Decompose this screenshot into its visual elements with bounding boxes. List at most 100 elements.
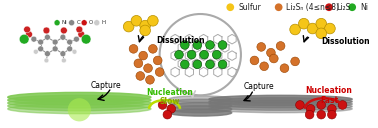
Circle shape	[19, 34, 29, 44]
Circle shape	[155, 68, 164, 76]
Circle shape	[52, 46, 58, 52]
Circle shape	[38, 46, 43, 52]
Circle shape	[129, 45, 138, 53]
Circle shape	[146, 75, 154, 84]
Circle shape	[67, 39, 73, 45]
Text: Fast: Fast	[320, 96, 338, 105]
Text: Slow: Slow	[159, 97, 180, 106]
Ellipse shape	[8, 104, 151, 114]
Circle shape	[31, 36, 37, 42]
Circle shape	[78, 31, 85, 38]
Circle shape	[167, 104, 176, 113]
Circle shape	[68, 98, 91, 121]
Text: Li₂Sₙ (4≤n≤8): Li₂Sₙ (4≤n≤8)	[287, 3, 339, 12]
Circle shape	[147, 15, 158, 26]
Circle shape	[305, 110, 314, 119]
Circle shape	[260, 62, 268, 71]
Circle shape	[193, 41, 202, 49]
Circle shape	[81, 34, 91, 44]
Circle shape	[206, 41, 214, 49]
Circle shape	[94, 20, 100, 26]
Ellipse shape	[169, 99, 232, 106]
Circle shape	[338, 101, 347, 109]
Circle shape	[317, 101, 325, 109]
Ellipse shape	[8, 98, 151, 108]
Circle shape	[257, 42, 266, 51]
Text: Nucleation: Nucleation	[146, 88, 193, 97]
Ellipse shape	[169, 109, 232, 116]
Circle shape	[123, 21, 134, 32]
Text: Li₂S: Li₂S	[337, 3, 351, 12]
Text: Capture: Capture	[91, 81, 122, 90]
Circle shape	[275, 3, 282, 11]
Text: Sulfur: Sulfur	[238, 3, 261, 12]
Text: Dissolution: Dissolution	[157, 36, 205, 45]
Ellipse shape	[8, 95, 151, 105]
Text: Nucleation: Nucleation	[305, 86, 352, 95]
Text: Ni: Ni	[62, 20, 68, 25]
Ellipse shape	[209, 98, 352, 105]
Ellipse shape	[209, 95, 352, 103]
Circle shape	[136, 72, 145, 80]
Circle shape	[67, 46, 73, 52]
Circle shape	[180, 60, 189, 69]
Ellipse shape	[169, 96, 232, 103]
Circle shape	[316, 28, 327, 39]
Text: Ni: Ni	[360, 3, 368, 12]
Circle shape	[153, 56, 162, 65]
Circle shape	[325, 23, 335, 34]
Circle shape	[316, 18, 327, 29]
Circle shape	[149, 45, 157, 53]
Circle shape	[139, 51, 147, 60]
Circle shape	[325, 3, 333, 11]
Circle shape	[144, 64, 152, 73]
Text: Dissolution: Dissolution	[321, 37, 370, 46]
Circle shape	[218, 60, 227, 69]
Ellipse shape	[8, 92, 151, 102]
Circle shape	[76, 26, 83, 33]
Circle shape	[212, 50, 221, 59]
Circle shape	[250, 56, 259, 65]
Circle shape	[266, 48, 275, 57]
Circle shape	[140, 25, 150, 36]
Circle shape	[131, 15, 142, 26]
Circle shape	[24, 26, 31, 33]
Ellipse shape	[169, 103, 232, 109]
Circle shape	[187, 50, 196, 59]
Circle shape	[158, 101, 167, 109]
Ellipse shape	[8, 101, 151, 111]
Text: O: O	[89, 20, 93, 25]
Ellipse shape	[209, 105, 352, 113]
Circle shape	[317, 110, 325, 119]
Text: Capture: Capture	[244, 82, 275, 91]
Circle shape	[45, 51, 50, 57]
Circle shape	[193, 60, 202, 69]
Ellipse shape	[209, 100, 352, 108]
Circle shape	[54, 20, 60, 26]
Circle shape	[26, 31, 33, 38]
Text: H: H	[102, 20, 106, 25]
Circle shape	[175, 50, 183, 59]
Ellipse shape	[169, 106, 232, 113]
Circle shape	[218, 41, 227, 49]
Circle shape	[290, 24, 301, 35]
Circle shape	[134, 59, 143, 68]
Circle shape	[69, 20, 74, 26]
Circle shape	[307, 23, 318, 34]
Circle shape	[74, 36, 79, 42]
Circle shape	[327, 110, 336, 119]
Text: C: C	[76, 20, 80, 25]
Circle shape	[291, 57, 299, 66]
Circle shape	[60, 27, 67, 34]
Circle shape	[206, 60, 214, 69]
Circle shape	[270, 54, 278, 63]
Circle shape	[276, 42, 285, 50]
Circle shape	[200, 50, 209, 59]
Circle shape	[72, 49, 77, 54]
Circle shape	[160, 14, 241, 95]
Circle shape	[43, 27, 50, 34]
Circle shape	[306, 104, 315, 113]
Ellipse shape	[209, 103, 352, 110]
Circle shape	[163, 110, 172, 119]
Circle shape	[280, 64, 289, 73]
